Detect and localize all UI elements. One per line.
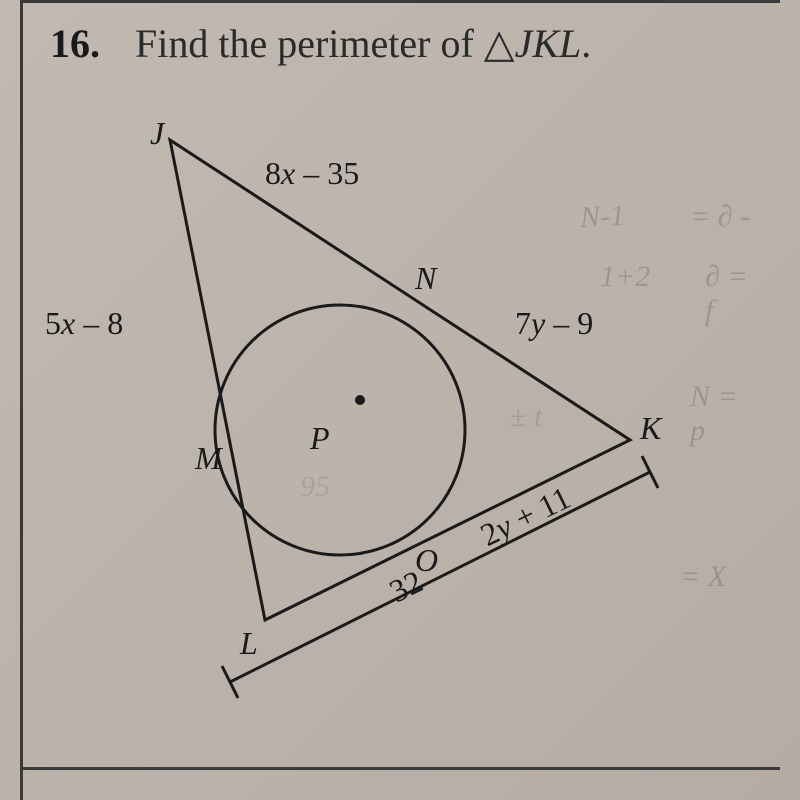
point-m: M: [195, 440, 222, 477]
point-p: P: [310, 420, 330, 457]
triangle-symbol: △: [484, 21, 515, 66]
triangle-jkl: [170, 140, 630, 620]
expr-jm: 5x – 8: [45, 305, 123, 342]
worksheet-page: 16. Find the perimeter of △JKL. J K L M …: [0, 0, 800, 800]
inscribed-circle: [215, 305, 465, 555]
question-suffix: .: [581, 21, 591, 66]
center-point: [355, 395, 365, 405]
bleed-mark: 1+2: [600, 260, 650, 294]
vertex-k: K: [640, 410, 661, 447]
bleed-mark: ∂ = f: [705, 260, 760, 328]
bleed-mark: ± t: [510, 400, 542, 434]
triangle-name: JKL: [515, 21, 582, 66]
vertex-l: L: [240, 625, 258, 662]
point-n: N: [415, 260, 436, 297]
page-left-border: [20, 0, 23, 800]
length-bracket: [222, 456, 658, 698]
expr-jn: 8x – 35: [265, 155, 359, 192]
bleed-mark: N-1: [579, 199, 626, 235]
question-prefix: Find the perimeter of: [135, 21, 484, 66]
geometry-diagram: J K L M N O P 8x – 35 5x – 8 7y – 9 2y +…: [40, 100, 760, 740]
bleed-mark: = ∂ -: [690, 200, 750, 234]
expr-nk: 7y – 9: [515, 305, 593, 342]
point-o: O: [415, 542, 438, 579]
bleed-mark: N = p: [690, 380, 760, 448]
page-top-border: [20, 0, 780, 3]
page-bottom-border: [20, 767, 780, 770]
bleed-mark: = X: [680, 560, 726, 594]
bleed-mark: 95: [300, 470, 330, 504]
vertex-j: J: [150, 115, 164, 152]
question-number: 16.: [50, 20, 100, 67]
question-text: Find the perimeter of △JKL.: [135, 20, 591, 67]
